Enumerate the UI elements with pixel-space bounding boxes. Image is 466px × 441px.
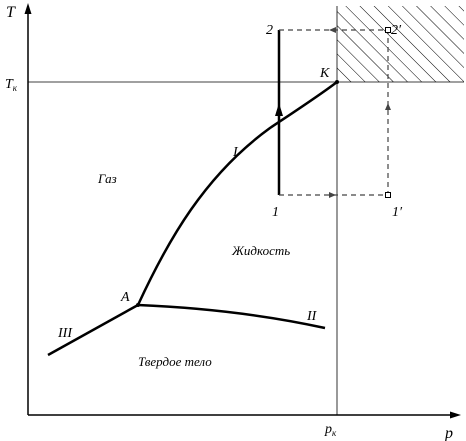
- point-2-label: 2: [266, 23, 273, 38]
- dashed-arrow-left-icon: [329, 27, 336, 33]
- dashed-arrow-up-icon: [385, 103, 391, 110]
- pk-label-main: p: [324, 422, 332, 437]
- point-1-label: 1: [272, 205, 279, 220]
- triple-point-marker: [136, 303, 140, 307]
- pk-label-sub: к: [332, 428, 337, 438]
- x-axis-arrow-icon: [450, 411, 461, 419]
- pk-label: pк: [324, 422, 337, 438]
- process-arrow-icon: [275, 103, 283, 116]
- curve-I-label: I: [232, 145, 239, 160]
- region-solid-label: Твердое тело: [138, 354, 212, 369]
- tk-label-sub: к: [13, 83, 18, 93]
- point-1prime-marker: [385, 192, 391, 198]
- y-axis-arrow-icon: [24, 3, 32, 14]
- curve-III-label: III: [57, 326, 73, 341]
- x-axis-label: p: [444, 425, 453, 441]
- y-axis-label: T: [6, 4, 16, 21]
- tk-label: Tк: [5, 77, 18, 93]
- point-2prime-marker: [385, 27, 391, 33]
- supercritical-hatch-region: [337, 6, 464, 82]
- sublimation-curve: [47, 303, 139, 357]
- dashed-arrow-right-icon: [329, 192, 336, 198]
- point-2prime-label: 2′: [391, 23, 402, 38]
- tk-label-main: T: [5, 77, 14, 92]
- curve-II-label: II: [306, 309, 318, 324]
- melting-curve: [137, 303, 326, 330]
- critical-point-marker: [335, 80, 339, 84]
- point-1prime-label: 1′: [392, 205, 403, 220]
- critical-point-label: K: [319, 66, 330, 81]
- vaporization-curve: [136, 81, 338, 306]
- region-liquid-label: Жидкость: [231, 243, 290, 258]
- region-gas-label: Газ: [97, 171, 117, 186]
- triple-point-label: A: [120, 290, 130, 305]
